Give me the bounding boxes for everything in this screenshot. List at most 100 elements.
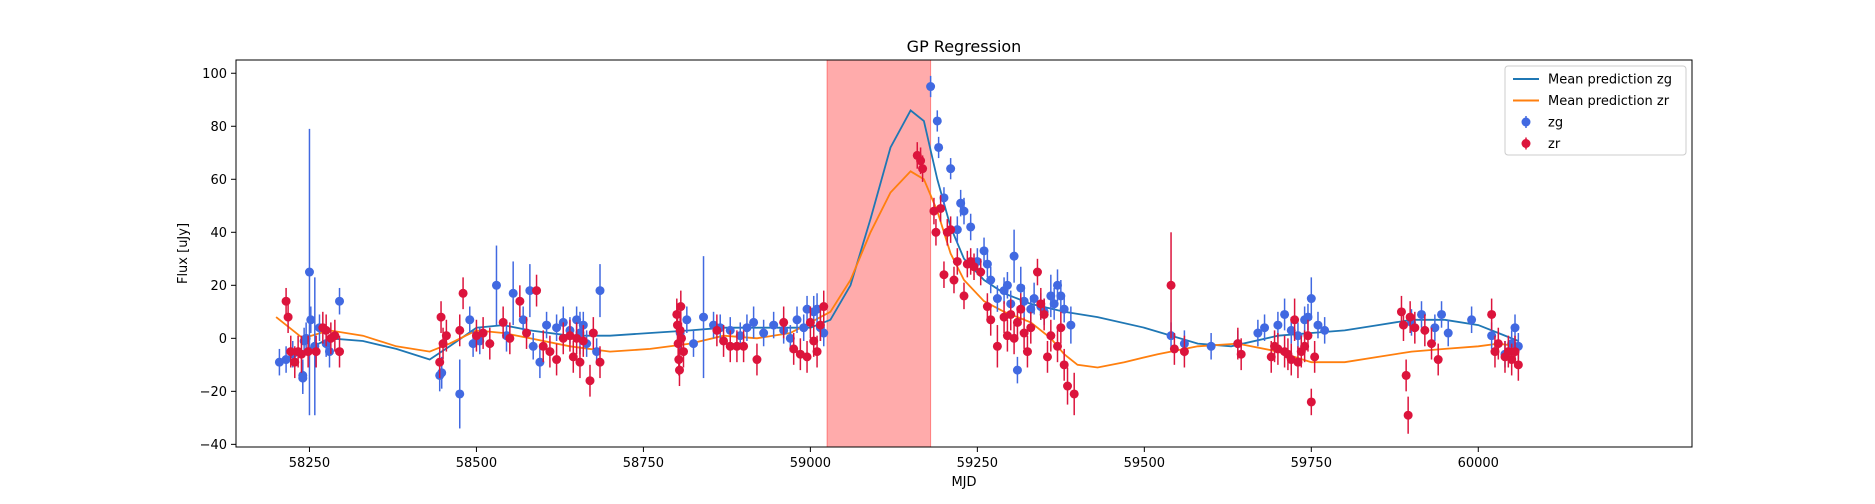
data-point-zr bbox=[802, 352, 812, 362]
legend-box bbox=[1504, 65, 1687, 156]
data-point-zg bbox=[281, 355, 291, 365]
data-point-zr bbox=[1306, 397, 1316, 407]
data-point-zr bbox=[1022, 347, 1032, 357]
data-point-zr bbox=[676, 302, 686, 312]
x-tick-label: 59500 bbox=[1124, 456, 1165, 471]
y-tick-label: 60 bbox=[210, 173, 227, 188]
data-point-zr bbox=[815, 320, 825, 330]
data-point-zg bbox=[956, 198, 966, 208]
data-point-zg bbox=[595, 286, 605, 296]
data-point-zg bbox=[1046, 291, 1056, 301]
data-point-zg bbox=[1273, 320, 1283, 330]
plot-area: 58250 58500 58750 59000 59250 59500 59750 60000… bbox=[200, 59, 1693, 471]
data-point-zr bbox=[1493, 339, 1503, 349]
data-point-zg bbox=[1029, 294, 1039, 304]
data-point-zr bbox=[952, 256, 962, 266]
data-point-zr bbox=[1063, 381, 1073, 391]
x-tick-label: 58750 bbox=[623, 456, 664, 471]
data-point-zr bbox=[1303, 331, 1313, 341]
data-point-zr bbox=[1179, 347, 1189, 357]
data-point-zr bbox=[321, 325, 331, 335]
data-point-zr bbox=[719, 336, 729, 346]
data-point-zr bbox=[1490, 347, 1500, 357]
y-tick-label: 0 bbox=[219, 332, 227, 347]
data-point-zg bbox=[682, 315, 692, 325]
data-point-zr bbox=[976, 267, 986, 277]
data-point-zr bbox=[1433, 355, 1443, 365]
data-point-zr bbox=[1396, 307, 1406, 317]
data-point-zr bbox=[283, 312, 293, 322]
data-point-zg bbox=[742, 323, 752, 333]
data-point-zg bbox=[1059, 304, 1069, 314]
data-point-zg bbox=[1306, 294, 1316, 304]
data-point-zr bbox=[732, 341, 742, 351]
data-point-zr bbox=[939, 270, 949, 280]
data-point-zg bbox=[306, 315, 316, 325]
data-point-zr bbox=[1042, 352, 1052, 362]
data-point-zr bbox=[1009, 333, 1019, 343]
data-point-zr bbox=[538, 341, 548, 351]
data-point-zr bbox=[986, 315, 996, 325]
data-point-zg bbox=[1437, 309, 1447, 319]
data-point-zr bbox=[1427, 339, 1437, 349]
data-point-zr bbox=[789, 344, 799, 354]
data-point-zr bbox=[1398, 320, 1408, 330]
data-point-zr bbox=[992, 341, 1002, 351]
data-point-zr bbox=[916, 156, 926, 166]
data-point-zg bbox=[1009, 251, 1019, 261]
data-point-zr bbox=[1053, 341, 1063, 351]
data-point-zr bbox=[678, 347, 688, 357]
data-point-zg bbox=[335, 296, 345, 306]
data-point-zr bbox=[303, 347, 313, 357]
data-point-zr bbox=[725, 341, 735, 351]
data-point-zg bbox=[1293, 331, 1303, 341]
data-point-zr bbox=[1310, 352, 1320, 362]
data-point-zr bbox=[441, 331, 451, 341]
data-point-zg bbox=[304, 267, 314, 277]
data-point-zr bbox=[545, 347, 555, 357]
data-point-zr bbox=[812, 347, 822, 357]
data-point-zg bbox=[542, 320, 552, 330]
data-point-zg bbox=[465, 315, 475, 325]
data-point-zg bbox=[325, 347, 335, 357]
data-point-zr bbox=[675, 325, 685, 335]
x-tick-label: 58500 bbox=[456, 456, 497, 471]
data-point-zg bbox=[934, 142, 944, 152]
y-tick-label: 80 bbox=[210, 120, 227, 135]
data-point-zr bbox=[676, 333, 686, 343]
data-point-zr bbox=[1420, 325, 1430, 335]
data-point-zg bbox=[986, 275, 996, 285]
data-point-zg bbox=[1260, 323, 1270, 333]
data-point-zr bbox=[1039, 309, 1049, 319]
data-point-zr bbox=[805, 317, 815, 327]
data-point-zg bbox=[518, 315, 528, 325]
data-point-zg bbox=[966, 222, 976, 232]
data-point-zr bbox=[969, 262, 979, 272]
plot-frame bbox=[235, 59, 1693, 448]
data-point-zr bbox=[918, 164, 928, 174]
data-point-zg bbox=[1049, 299, 1059, 309]
legend-label: zg bbox=[1548, 116, 1563, 131]
data-point-zg bbox=[1253, 328, 1263, 338]
data-point-zr bbox=[739, 341, 749, 351]
data-point-zr bbox=[1266, 352, 1276, 362]
data-point-zg bbox=[979, 246, 989, 256]
data-point-zr bbox=[1166, 280, 1176, 290]
data-point-zr bbox=[1016, 304, 1026, 314]
data-point-zg bbox=[759, 328, 769, 338]
data-point-zg bbox=[1066, 320, 1076, 330]
data-point-zr bbox=[712, 325, 722, 335]
data-point-zg bbox=[1467, 315, 1477, 325]
data-point-zr bbox=[532, 286, 542, 296]
data-point-zg bbox=[535, 357, 545, 367]
data-point-zg bbox=[592, 347, 602, 357]
data-point-zr bbox=[1036, 299, 1046, 309]
data-point-zr bbox=[779, 317, 789, 327]
data-point-zr bbox=[595, 357, 605, 367]
data-point-zg bbox=[769, 320, 779, 330]
data-point-zr bbox=[1507, 355, 1517, 365]
legend-marker-swatch bbox=[1521, 139, 1531, 148]
data-point-zr bbox=[809, 336, 819, 346]
x-tick-label: 58250 bbox=[289, 456, 330, 471]
